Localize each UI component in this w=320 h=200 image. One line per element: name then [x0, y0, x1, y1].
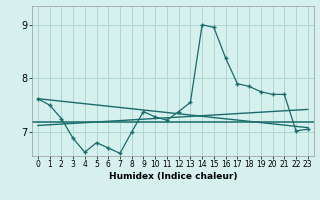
X-axis label: Humidex (Indice chaleur): Humidex (Indice chaleur): [108, 172, 237, 181]
